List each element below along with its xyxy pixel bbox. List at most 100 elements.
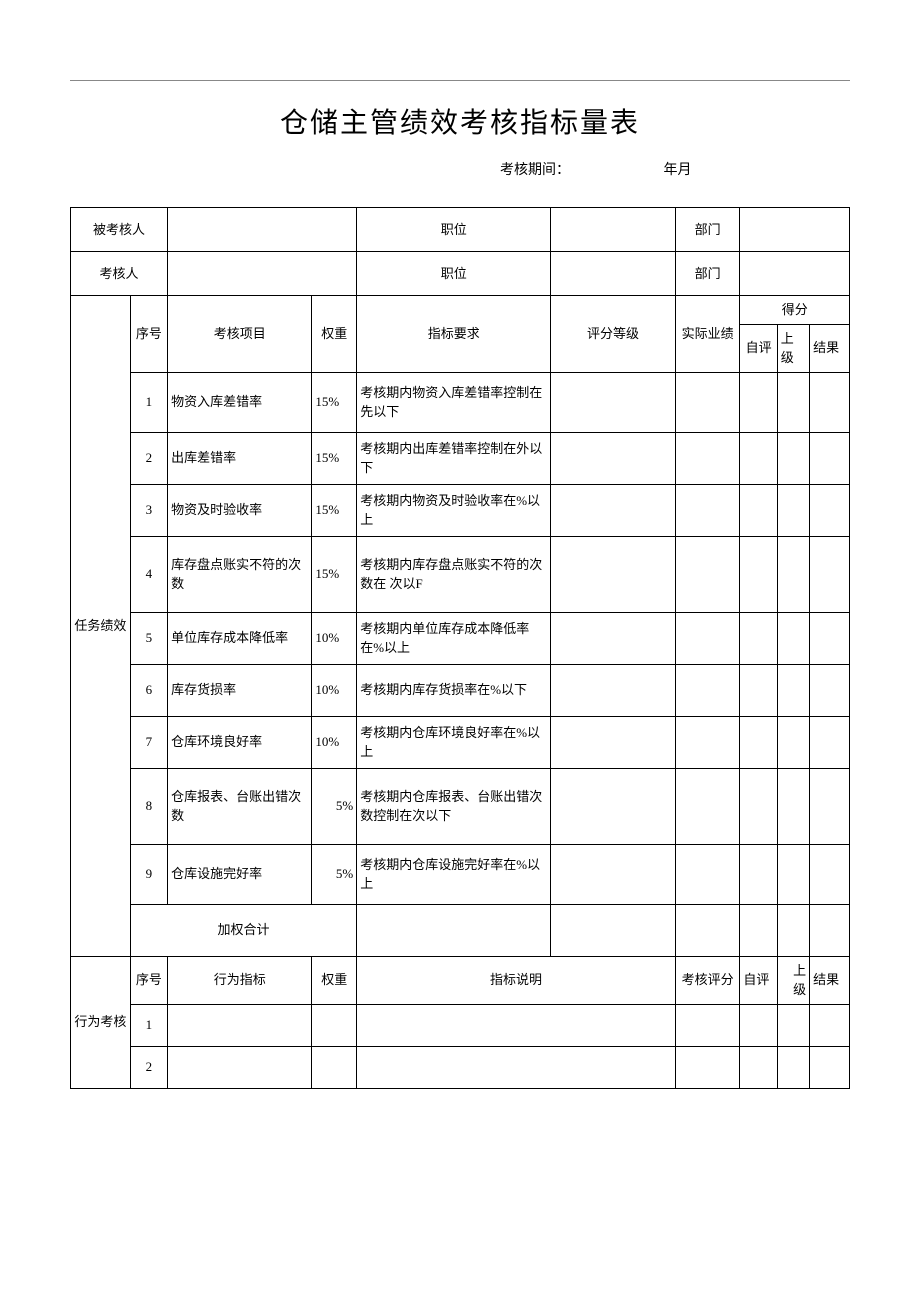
sup-cell[interactable] (777, 716, 809, 768)
sup-cell[interactable] (777, 1046, 809, 1088)
weight-cell[interactable] (312, 1004, 357, 1046)
sup-cell[interactable] (777, 1004, 809, 1046)
task-row-3: 3 物资及时验收率 15% 考核期内物资及时验收率在%以上 (71, 484, 850, 536)
indicator-cell[interactable] (168, 1046, 312, 1088)
sup-cell[interactable] (777, 432, 809, 484)
hdr-self: 自评 (740, 324, 777, 372)
seq: 3 (130, 484, 167, 536)
sup-cell[interactable] (777, 484, 809, 536)
actual-cell[interactable] (675, 484, 740, 536)
self-cell[interactable] (740, 664, 777, 716)
item: 仓库设施完好率 (168, 844, 312, 904)
position-label-2: 职位 (357, 252, 551, 296)
result-cell[interactable] (810, 536, 850, 612)
sup-cell[interactable] (777, 844, 809, 904)
examinee-value[interactable] (168, 208, 357, 252)
sup-cell[interactable] (777, 612, 809, 664)
dept-value-2[interactable] (740, 252, 850, 296)
grade-cell[interactable] (551, 768, 675, 844)
hdr-score: 得分 (740, 296, 850, 325)
grade-cell[interactable] (551, 844, 675, 904)
weight: 10% (312, 612, 357, 664)
req: 考核期内出库差错率控制在外以下 (357, 432, 551, 484)
sup-cell[interactable] (777, 768, 809, 844)
result-cell[interactable] (810, 844, 850, 904)
grade-cell[interactable] (551, 372, 675, 432)
beh-hdr-result: 结果 (810, 956, 850, 1004)
hdr-weight: 权重 (312, 296, 357, 373)
self-cell[interactable] (740, 372, 777, 432)
desc-cell[interactable] (357, 1004, 676, 1046)
grade-cell[interactable] (551, 664, 675, 716)
actual-cell[interactable] (675, 844, 740, 904)
result-cell[interactable] (810, 484, 850, 536)
result-cell[interactable] (810, 432, 850, 484)
actual-cell[interactable] (675, 372, 740, 432)
sup-cell[interactable] (777, 664, 809, 716)
self-cell[interactable] (740, 432, 777, 484)
sum-label: 加权合计 (130, 904, 356, 956)
actual-cell[interactable] (675, 664, 740, 716)
sum-self[interactable] (740, 904, 777, 956)
beh-hdr-rating: 考核评分 (675, 956, 740, 1004)
position-label-1: 职位 (357, 208, 551, 252)
result-cell[interactable] (810, 612, 850, 664)
grade-cell[interactable] (551, 432, 675, 484)
rating-cell[interactable] (675, 1046, 740, 1088)
actual-cell[interactable] (675, 716, 740, 768)
grade-cell[interactable] (551, 484, 675, 536)
seq: 2 (130, 1046, 167, 1088)
task-row-5: 5 单位库存成本降低率 10% 考核期内单位库存成本降低率在%以上 (71, 612, 850, 664)
indicator-cell[interactable] (168, 1004, 312, 1046)
result-cell[interactable] (810, 1046, 850, 1088)
self-cell[interactable] (740, 1046, 777, 1088)
sum-grade (551, 904, 675, 956)
position-value-2[interactable] (551, 252, 675, 296)
sup-cell[interactable] (777, 536, 809, 612)
grade-cell[interactable] (551, 612, 675, 664)
actual-cell[interactable] (675, 536, 740, 612)
sum-result[interactable] (810, 904, 850, 956)
result-cell[interactable] (810, 372, 850, 432)
beh-hdr-weight: 权重 (312, 956, 357, 1004)
weight-cell[interactable] (312, 1046, 357, 1088)
result-cell[interactable] (810, 716, 850, 768)
self-cell[interactable] (740, 768, 777, 844)
sum-sup[interactable] (777, 904, 809, 956)
behavior-header-row: 行为考核 序号 行为指标 权重 指标说明 考核评分 自评 上级 结果 (71, 956, 850, 1004)
weight: 15% (312, 484, 357, 536)
req: 考核期内库存货损率在%以下 (357, 664, 551, 716)
dept-value-1[interactable] (740, 208, 850, 252)
self-cell[interactable] (740, 716, 777, 768)
grade-cell[interactable] (551, 536, 675, 612)
seq: 9 (130, 844, 167, 904)
rating-cell[interactable] (675, 1004, 740, 1046)
result-cell[interactable] (810, 664, 850, 716)
self-cell[interactable] (740, 536, 777, 612)
period-ym: 年月 (664, 159, 692, 179)
self-cell[interactable] (740, 1004, 777, 1046)
req: 考核期内仓库设施完好率在%以上 (357, 844, 551, 904)
task-header-row-1: 任务绩效 序号 考核项目 权重 指标要求 评分等级 实际业绩 得分 (71, 296, 850, 325)
self-cell[interactable] (740, 484, 777, 536)
item: 仓库环境良好率 (168, 716, 312, 768)
seq: 7 (130, 716, 167, 768)
actual-cell[interactable] (675, 768, 740, 844)
result-cell[interactable] (810, 768, 850, 844)
item: 物资入库差错率 (168, 372, 312, 432)
position-value-1[interactable] (551, 208, 675, 252)
seq: 1 (130, 372, 167, 432)
sup-cell[interactable] (777, 372, 809, 432)
self-cell[interactable] (740, 612, 777, 664)
actual-cell[interactable] (675, 612, 740, 664)
result-cell[interactable] (810, 1004, 850, 1046)
grade-cell[interactable] (551, 716, 675, 768)
examiner-value[interactable] (168, 252, 357, 296)
examiner-label: 考核人 (71, 252, 168, 296)
period-label: 考核期间： (500, 159, 570, 179)
weight: 15% (312, 536, 357, 612)
actual-cell[interactable] (675, 432, 740, 484)
hdr-seq: 序号 (130, 296, 167, 373)
desc-cell[interactable] (357, 1046, 676, 1088)
self-cell[interactable] (740, 844, 777, 904)
